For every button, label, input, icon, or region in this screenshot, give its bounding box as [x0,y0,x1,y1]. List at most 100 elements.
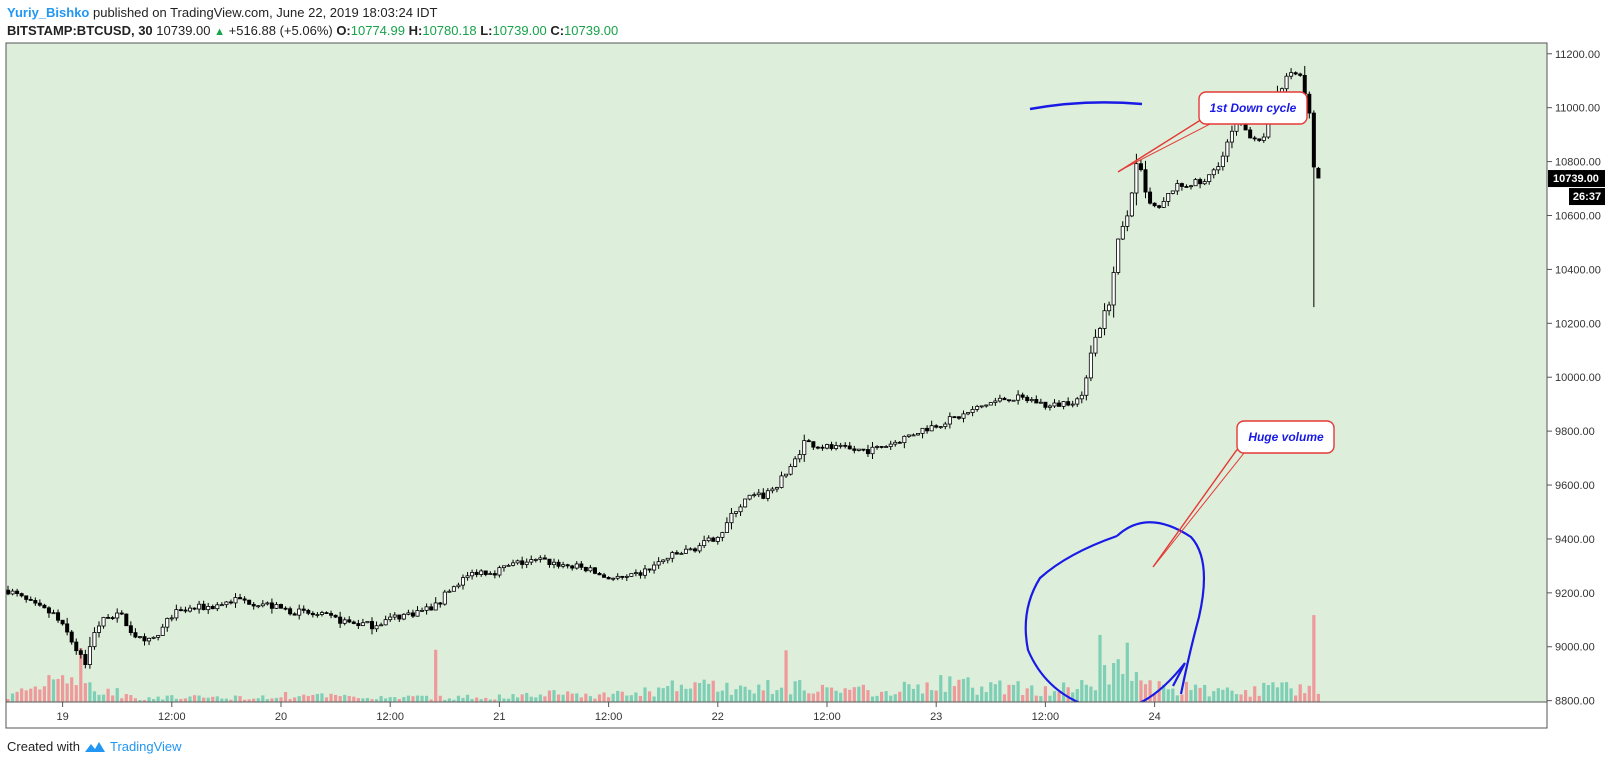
huge-volume-callout[interactable] [1236,420,1335,454]
volume-bar [593,698,597,702]
candle-body [456,584,461,588]
candle-body [806,440,811,443]
candle-body [78,650,83,655]
candle-body [720,532,725,538]
candle-body [738,506,743,513]
top-trendline[interactable] [1029,101,1143,111]
volume-bar [575,693,579,702]
time-axis-panel[interactable] [6,702,1547,728]
volume-bar [406,695,410,702]
volume-bar [97,694,101,702]
candle-body [793,458,798,467]
volume-bar [124,694,128,702]
volume-bar [461,697,465,702]
volume-bar [529,696,533,702]
volume-circle[interactable] [1116,521,1206,695]
volume-bar [147,697,151,702]
ohlc-line: BITSTAMP:BTCUSD, 30 10739.00 ▲ +516.88 (… [7,22,618,41]
candle-body [215,604,220,610]
candle-body [861,448,866,451]
candle-body [979,405,984,408]
candle-body [97,625,102,633]
candle-body [147,637,152,642]
tradingview-brand-link[interactable]: TradingView [109,739,182,754]
candle-body [865,449,870,455]
candle-body [1220,155,1225,168]
volume-bar [402,697,406,702]
high-label: H: [405,23,423,38]
candle-body [902,435,907,444]
candle-body [920,427,925,434]
volume-bar [1162,684,1166,702]
candle-body [442,591,447,605]
candle-body [1148,191,1153,204]
candle-body [784,473,789,477]
candle-body [1129,192,1134,217]
candle-body [952,416,957,419]
volume-bar [1239,694,1243,702]
price-axis-panel[interactable] [1547,43,1615,728]
volume-bar [106,688,110,702]
candle-body [761,492,766,499]
volume-bar [92,691,97,702]
down-cycle-callout[interactable] [1198,91,1308,125]
volume-bar [870,696,875,702]
volume-bar [752,693,756,702]
up-arrow-icon: ▲ [214,26,225,38]
volume-bar [488,699,492,702]
volume-bar [238,696,242,702]
candle-body [115,612,120,619]
volume-bar [79,648,83,702]
candle-layer [6,65,1321,669]
volume-bar [1316,693,1320,702]
candle-body [374,625,379,630]
volume-bar [816,691,820,702]
volume-bar [274,697,279,702]
candle-body [811,441,816,448]
candle-body [128,625,133,634]
candle-body [492,573,497,576]
candle-body [633,572,638,575]
author-name[interactable]: Yuriy_Bishko [7,5,90,20]
candle-body [219,604,224,607]
candle-body [583,566,588,572]
candle-body [347,619,352,623]
candle-body [815,446,820,449]
volume-bar [252,698,256,702]
price-axis-ticks: 11200.00 11000.00 10800.00 10600.00 10400.00… [1547,49,1601,708]
volume-bar [1289,688,1293,702]
volume-bar [516,697,520,702]
volume-bar [1307,685,1311,702]
down-cycle-label: 1st Down cycle [1210,101,1297,115]
candle-body [1098,328,1103,338]
tradingview-logo-icon [84,741,105,752]
volume-bar [775,690,779,702]
volume-bar [101,694,106,702]
candle-body [670,552,675,559]
candle-body [702,540,707,547]
candle-body [329,613,334,616]
volume-bar [129,695,133,702]
volume-bar [725,682,729,702]
volume-bar [51,679,56,702]
volume-bar [1007,684,1011,702]
volume-bar [611,693,615,702]
candle-body [961,413,966,419]
candle-body [1025,396,1030,402]
candle-body [552,561,557,565]
volume-bar [497,694,501,702]
volume-circle-left [1024,534,1118,707]
candle-body [1011,399,1016,402]
candle-body [884,446,889,448]
candle-body [1034,399,1039,404]
volume-bar [638,695,643,702]
volume-bar [698,682,702,702]
candle-body [988,402,993,406]
volume-bar [602,692,606,702]
candle-body [688,548,693,551]
candle-body [679,552,684,555]
candle-body [606,576,611,580]
candle-body [729,512,734,524]
volume-bar [616,690,620,702]
